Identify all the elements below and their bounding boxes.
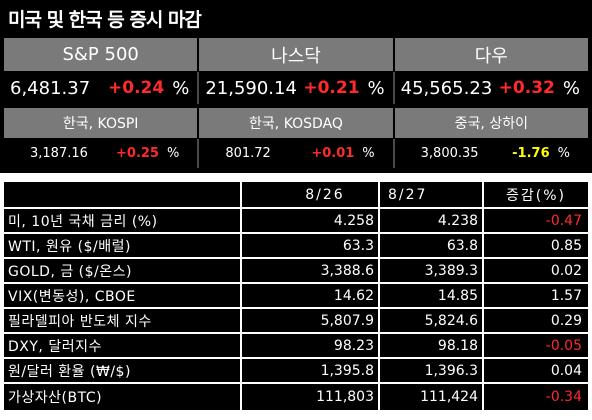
table-header-row: 8/26 8/27 증감(%)	[4, 182, 588, 209]
index-name-sp500: S&P 500	[4, 38, 200, 71]
row-value-2: 1,396.3	[380, 359, 484, 382]
index-change: -1.76	[512, 146, 550, 161]
index-cell-kospi: 3,187.16 +0.25 %	[4, 139, 200, 168]
header-label-cell	[4, 182, 242, 207]
index-cell-nasdaq: 21,590.14 +0.21 %	[199, 72, 395, 104]
row-label: DXY, 달러지수	[4, 334, 242, 357]
row-value-1: 14.62	[242, 284, 380, 307]
index-cell-shanghai: 3,800.35 -1.76 %	[395, 139, 588, 168]
row-value-1: 63.3	[242, 234, 380, 257]
index-name-dow: 다우	[474, 45, 508, 67]
index-cell-dow: 45,565.23 +0.32 %	[395, 72, 588, 104]
index-value: 3,187.16	[30, 146, 88, 161]
row-label: 미, 10년 국채 금리 (%)	[4, 209, 242, 232]
index-change: +0.21	[303, 78, 360, 98]
row-change: -0.34	[545, 389, 582, 405]
major-index-header-row: S&P 500 나스닥 다우	[4, 38, 588, 71]
table-row: VIX(변동성), CBOE 14.62 14.85 1.57	[4, 284, 588, 309]
row-value-1: 111,803	[242, 384, 380, 410]
table-row: 필라델피아 반도체 지수 5,807.9 5,824.6 0.29	[4, 309, 588, 334]
market-board: 미국 및 한국 등 증시 마감 S&P 500 나스닥 다우 6,481.37 …	[0, 0, 592, 173]
index-change: +0.24	[108, 78, 165, 98]
row-label: 가상자산(BTC)	[4, 384, 242, 410]
row-value-2: 63.8	[380, 234, 484, 257]
index-value: 801.72	[225, 146, 271, 161]
row-change: 0.04	[550, 362, 582, 379]
table-row: 미, 10년 국채 금리 (%) 4.258 4.238 -0.47	[4, 209, 588, 234]
minor-index-value-row: 3,187.16 +0.25 % 801.72 +0.01 % 3,800.35…	[4, 139, 588, 168]
percent-unit: %	[562, 77, 580, 99]
row-value-2: 98.18	[380, 334, 484, 357]
table-row: 원/달러 환율 (₩/$) 1,395.8 1,396.3 0.04	[4, 359, 588, 384]
row-value-2: 14.85	[380, 284, 484, 307]
row-change: 1.57	[550, 287, 582, 304]
row-change: -0.05	[545, 337, 582, 354]
row-value-2: 4.238	[380, 209, 484, 232]
index-cell-kosdaq: 801.72 +0.01 %	[199, 139, 395, 168]
header-date-2: 8/27	[380, 182, 484, 207]
row-label: 원/달러 환율 (₩/$)	[4, 359, 242, 382]
index-name-shanghai: 중국, 상하이	[454, 116, 528, 132]
header-date-1: 8/26	[242, 182, 380, 207]
table-row: DXY, 달러지수 98.23 98.18 -0.05	[4, 334, 588, 359]
row-change: 0.85	[550, 237, 582, 254]
row-value-2: 5,824.6	[380, 309, 484, 332]
row-change: -0.47	[545, 212, 582, 229]
index-name-kosdaq: 한국, KOSDAQ	[199, 108, 395, 138]
index-name-kospi: 한국, KOSPI	[4, 108, 200, 138]
row-value-2: 111,424	[380, 384, 484, 410]
index-value: 6,481.37	[10, 77, 91, 99]
row-value-2: 3,389.3	[380, 259, 484, 282]
index-change: +0.01	[311, 146, 355, 161]
minor-index-header-row: 한국, KOSPI 한국, KOSDAQ 중국, 상하이	[4, 108, 588, 138]
table-row: GOLD, 금 ($/온스) 3,388.6 3,389.3 0.02	[4, 259, 588, 284]
row-label: GOLD, 금 ($/온스)	[4, 259, 242, 282]
percent-unit: %	[172, 77, 190, 99]
row-label: WTI, 원유 ($/배럴)	[4, 234, 242, 257]
percent-unit: %	[557, 146, 570, 161]
row-change: 0.29	[550, 312, 582, 329]
table-row: 가상자산(BTC) 111,803 111,424 -0.34	[4, 384, 588, 410]
board-title: 미국 및 한국 등 증시 마감	[8, 9, 202, 31]
index-value: 21,590.14	[205, 77, 297, 99]
indicator-table: 8/26 8/27 증감(%) 미, 10년 국채 금리 (%) 4.258 4…	[4, 182, 588, 410]
row-value-1: 5,807.9	[242, 309, 380, 332]
row-label: VIX(변동성), CBOE	[4, 284, 242, 307]
index-value: 3,800.35	[420, 146, 479, 161]
index-change: +0.32	[498, 78, 555, 98]
row-label: 필라델피아 반도체 지수	[4, 309, 242, 332]
row-value-1: 4.258	[242, 209, 380, 232]
percent-unit: %	[166, 146, 180, 161]
row-value-1: 98.23	[242, 334, 380, 357]
header-change: 증감(%)	[506, 187, 566, 204]
major-index-value-row: 6,481.37 +0.24 % 21,590.14 +0.21 % 45,56…	[4, 72, 588, 104]
row-change: 0.02	[550, 262, 582, 279]
row-value-1: 1,395.8	[242, 359, 380, 382]
index-value: 45,565.23	[400, 77, 493, 99]
index-change: +0.25	[116, 146, 159, 161]
row-value-1: 3,388.6	[242, 259, 380, 282]
table-row: WTI, 원유 ($/배럴) 63.3 63.8 0.85	[4, 234, 588, 259]
percent-unit: %	[362, 146, 375, 161]
percent-unit: %	[367, 77, 385, 99]
index-cell-sp500: 6,481.37 +0.24 %	[4, 72, 200, 104]
index-name-nasdaq: 나스닥	[199, 38, 395, 71]
